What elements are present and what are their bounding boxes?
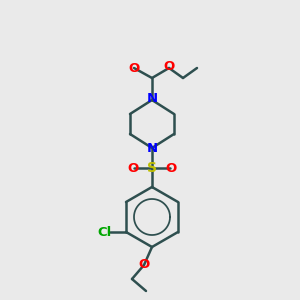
Text: O: O: [128, 61, 140, 74]
Text: S: S: [147, 161, 157, 175]
Text: N: N: [146, 92, 158, 106]
Text: O: O: [164, 61, 175, 74]
Text: N: N: [146, 142, 158, 155]
Text: O: O: [138, 259, 150, 272]
Text: O: O: [165, 161, 177, 175]
Text: O: O: [128, 161, 139, 175]
Text: Cl: Cl: [97, 226, 111, 238]
